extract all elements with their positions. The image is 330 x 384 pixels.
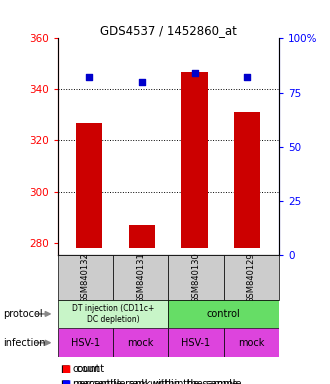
Bar — [113, 255, 168, 300]
Text: ■: ■ — [61, 364, 70, 374]
Text: DT injection (CD11c+
DC depletion): DT injection (CD11c+ DC depletion) — [72, 304, 154, 324]
Text: HSV-1: HSV-1 — [71, 338, 100, 348]
Bar — [58, 255, 113, 300]
Text: GSM840129: GSM840129 — [247, 252, 256, 303]
Text: ■  count: ■ count — [61, 364, 104, 374]
Text: control: control — [207, 309, 241, 319]
Text: count: count — [73, 364, 100, 374]
Point — [139, 79, 145, 85]
Text: mock: mock — [127, 338, 154, 348]
Point — [87, 74, 92, 81]
Bar — [58, 328, 113, 357]
Text: GSM840132: GSM840132 — [81, 252, 90, 303]
Bar — [182, 71, 208, 248]
Text: HSV-1: HSV-1 — [182, 338, 211, 348]
Bar — [129, 225, 155, 248]
Text: ■: ■ — [61, 379, 70, 384]
Bar — [234, 113, 260, 248]
Bar — [76, 122, 103, 248]
Bar — [224, 255, 279, 300]
Bar — [168, 255, 224, 300]
Point — [245, 74, 250, 81]
Text: GSM840130: GSM840130 — [191, 252, 200, 303]
Bar — [168, 300, 279, 328]
Text: infection: infection — [3, 338, 46, 348]
Point — [192, 70, 197, 76]
Text: mock: mock — [238, 338, 264, 348]
Bar — [168, 328, 224, 357]
Text: GSM840131: GSM840131 — [136, 252, 145, 303]
Bar — [113, 328, 168, 357]
Text: ■  percentile rank within the sample: ■ percentile rank within the sample — [61, 379, 242, 384]
Bar — [58, 300, 168, 328]
Title: GDS4537 / 1452860_at: GDS4537 / 1452860_at — [100, 24, 237, 37]
Text: percentile rank within the sample: percentile rank within the sample — [73, 379, 238, 384]
Text: protocol: protocol — [3, 309, 43, 319]
Bar — [224, 328, 279, 357]
